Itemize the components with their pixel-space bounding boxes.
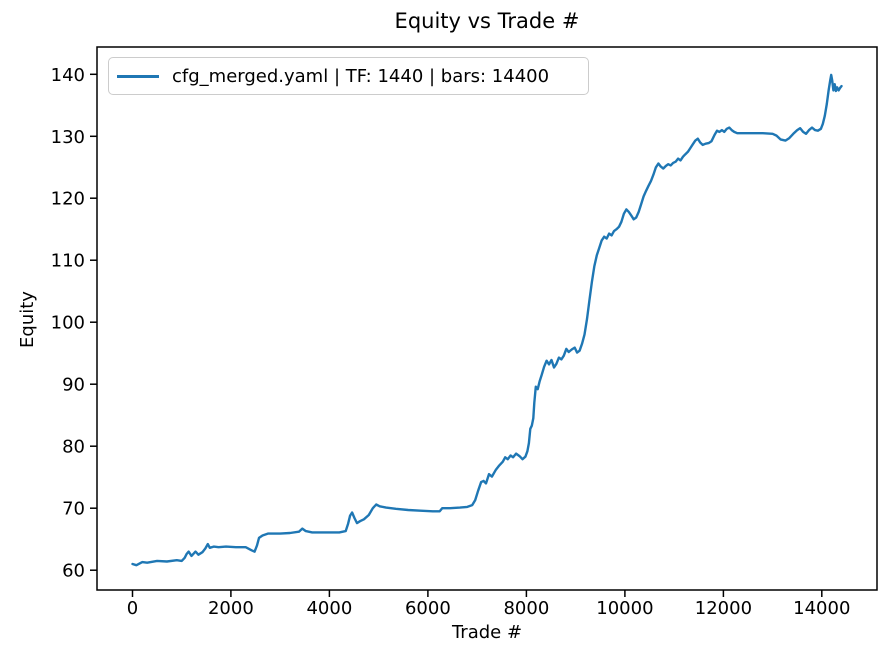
legend-label: cfg_merged.yaml | TF: 1440 | bars: 14400 <box>172 65 550 87</box>
x-tick-label: 14000 <box>793 598 850 619</box>
x-tick-label: 10000 <box>596 598 653 619</box>
y-tick-label: 80 <box>62 437 85 458</box>
y-tick-label: 140 <box>51 65 85 86</box>
x-tick-label: 8000 <box>503 598 549 619</box>
x-tick-label: 4000 <box>306 598 352 619</box>
plot-spines <box>96 46 878 591</box>
legend-line-sample-icon <box>117 74 159 78</box>
x-tick-label: 12000 <box>695 598 752 619</box>
y-tick-label: 130 <box>51 127 85 148</box>
equity-curve <box>131 73 843 567</box>
y-tick-label: 110 <box>51 251 85 272</box>
x-axis-label: Trade # <box>451 622 523 643</box>
chart-title: Equity vs Trade # <box>394 9 580 33</box>
legend: cfg_merged.yaml | TF: 1440 | bars: 14400 <box>108 57 589 95</box>
y-tick-label: 100 <box>51 313 85 334</box>
y-tick-label: 60 <box>62 561 85 582</box>
x-tick-label: 0 <box>127 598 138 619</box>
x-tick-label: 6000 <box>405 598 451 619</box>
y-tick-label: 70 <box>62 499 85 520</box>
y-tick-label: 120 <box>51 189 85 210</box>
y-tick-label: 90 <box>62 375 85 396</box>
x-tick-label: 2000 <box>208 598 254 619</box>
